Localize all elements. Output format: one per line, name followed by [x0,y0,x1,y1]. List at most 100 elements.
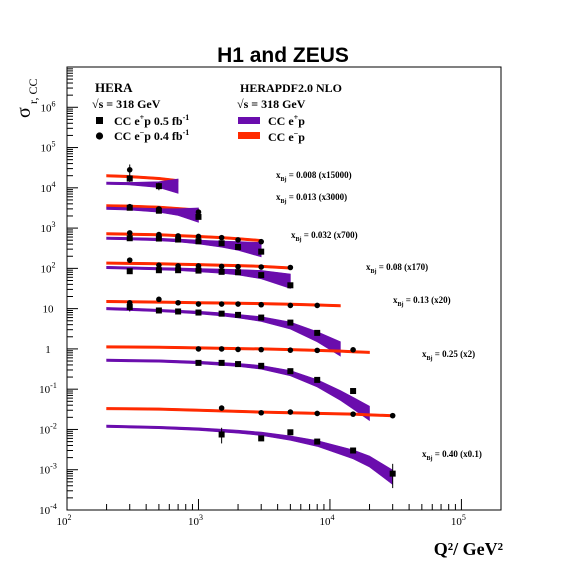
ep-data-point [350,447,357,454]
x-tick-label: 103 [188,513,203,528]
x-tick-label: 104 [319,513,334,528]
em-data-point [218,405,225,411]
em-data-point [218,301,225,307]
em-data-point [126,167,133,173]
y-tick-label: 10-3 [39,462,57,477]
x-tick-label: 105 [451,513,466,528]
ep-data-point [314,376,321,383]
ep-data-point [218,268,225,275]
em-data-point [389,412,396,419]
em-data-point [350,411,356,417]
ep-data-point [195,359,202,366]
legend-data-title: HERA [95,80,133,95]
ep-data-point [287,282,294,289]
y-tick-label: 1 [45,344,51,356]
ep-data-point [195,267,202,274]
y-axis-title-subscript: r, CC [26,78,40,104]
ep-data-point [218,310,225,317]
legend: HERA √s = 318 GeV CC e+p 0.5 fb-1 CC e−p… [92,80,342,144]
y-tick-label: 103 [41,220,56,235]
legend-entry-ep-data: CC e+p 0.5 fb-1 [114,113,189,128]
ep-data-point [350,388,357,395]
x-tick-label: 102 [57,513,72,528]
ep-data-point [175,308,182,315]
y-axis-title-symbol: σ [13,107,35,118]
axis-ticks [66,66,502,511]
ep-data-point [287,429,294,436]
ep-data-point [258,435,265,442]
ep-data-point [175,267,182,274]
ep-data-point [126,204,133,211]
data-points [126,164,396,489]
ep-data-point [155,267,162,274]
em-data-point [235,237,241,243]
legend-pdf-title: HERAPDF2.0 NLO [240,81,342,95]
legend-em-band-swatch [238,132,260,139]
em-data-point [218,263,225,270]
em-data-point [314,347,321,354]
ep-pdf-band [106,206,199,223]
em-data-point [218,346,225,352]
legend-entry-em-pdf: CC e−p [268,129,305,144]
ep-data-point [175,236,182,243]
y-tick-label: 104 [41,180,56,195]
y-tick-label: 10-4 [39,502,57,517]
em-data-point [156,296,162,303]
em-data-point [126,257,133,263]
ep-data-point [235,361,242,368]
y-tick-label: 10 [43,304,55,316]
em-data-point [218,234,225,241]
y-tick-label: 10-1 [39,381,57,396]
ep-data-point [195,309,202,316]
ep-data-point [155,207,162,214]
x-axis-title: Q²/ GeV² [434,539,503,559]
ep-data-point [126,235,133,242]
ep-data-point [195,238,202,245]
legend-entry-ep-pdf: CC e+p [268,113,305,128]
em-data-point [258,238,265,245]
legend-entry-em-data: CC e−p 0.4 fb-1 [114,128,189,143]
ep-data-point [218,359,225,366]
ep-data-point [258,248,265,255]
pdf-bands [106,174,393,486]
em-data-point [156,262,162,268]
ep-data-point [314,438,321,445]
ep-data-point [155,183,162,190]
em-data-point [314,410,321,417]
y-axis-title: σ r, CC [13,78,40,118]
xbj-bin-labels: xBj = 0.008 (x15000) xBj = 0.013 (x3000) x… [276,170,482,462]
axis-tick-labels: 102 103 104 105 10-4 10-3 10-2 10-1 1 10 102 103 104… [39,99,466,528]
ep-data-point [235,243,242,250]
em-data-point [195,233,202,240]
y-tick-label: 105 [41,140,56,155]
em-data-point [235,301,241,307]
em-data-point [126,230,133,236]
y-tick-label: 106 [41,99,56,114]
em-data-point [235,263,241,270]
ep-pdf-band [106,424,393,486]
em-data-point [195,263,202,269]
xbj-bin-label: xBj = 0.08 (x170) [366,262,428,275]
ep-data-point [195,213,202,220]
y-tick-label: 10-2 [39,421,57,436]
ep-data-point [235,311,242,318]
ep-data-point [287,368,294,375]
ep-data-point [258,272,265,279]
em-data-point [350,347,356,353]
xbj-bin-label: xBj = 0.25 (x2) [422,349,475,362]
em-data-point [235,346,241,353]
legend-data-energy: √s = 318 GeV [92,97,161,111]
xbj-bin-label: xBj = 0.13 (x20) [393,295,451,308]
ep-pdf-band [106,178,179,194]
ep-data-point [155,235,162,242]
em-data-point [258,409,265,416]
legend-pdf-energy: √s = 318 GeV [237,97,306,111]
y-tick-label: 102 [41,260,56,275]
em-data-point [287,409,294,415]
legend-square-marker [96,117,103,124]
em-data-point [287,264,294,271]
em-pdf-band [106,407,393,418]
ep-data-point [155,307,162,314]
ep-data-point [258,362,265,369]
ep-pdf-band [106,358,370,422]
